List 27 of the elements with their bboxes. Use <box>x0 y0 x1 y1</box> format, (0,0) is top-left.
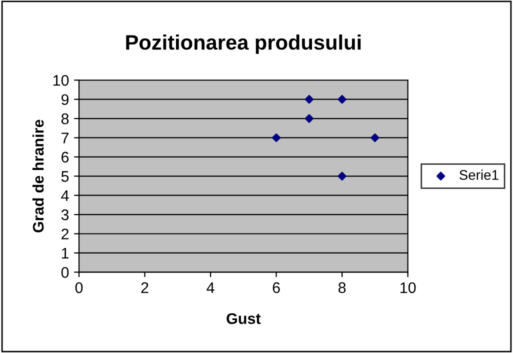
y-tick-label: 7 <box>62 132 69 144</box>
y-tick-label: 1 <box>62 248 69 258</box>
point <box>272 133 281 142</box>
x-tick-label: 4 <box>206 282 214 293</box>
x-tick-label: 0 <box>75 282 83 294</box>
legend-label: Serie1 <box>459 170 498 180</box>
y-axis-title: Grad de hranire <box>32 120 44 232</box>
y-tick-label: 8 <box>61 113 69 124</box>
point <box>338 94 346 104</box>
y-tick-label: 5 <box>61 171 69 182</box>
y-tick-label: 2 <box>62 228 69 240</box>
chart-title: Pozitionarea produsului <box>126 34 361 54</box>
x-tick-label: 2 <box>141 282 148 293</box>
x-tick-label: 10 <box>400 282 416 294</box>
point <box>370 133 380 142</box>
x-tick-label: 8 <box>338 282 346 294</box>
y-tick-label: 6 <box>62 152 69 163</box>
point <box>338 172 346 181</box>
y-tick-label: 10 <box>53 75 69 86</box>
y-tick-label: 0 <box>61 267 69 278</box>
y-tick-label: 4 <box>61 190 69 201</box>
point <box>304 94 314 104</box>
point <box>304 114 314 123</box>
x-tick-label: 6 <box>272 282 280 294</box>
x-axis-title: Gust <box>226 313 261 324</box>
y-tick-label: 9 <box>62 94 69 106</box>
y-tick-label: 3 <box>61 209 69 220</box>
